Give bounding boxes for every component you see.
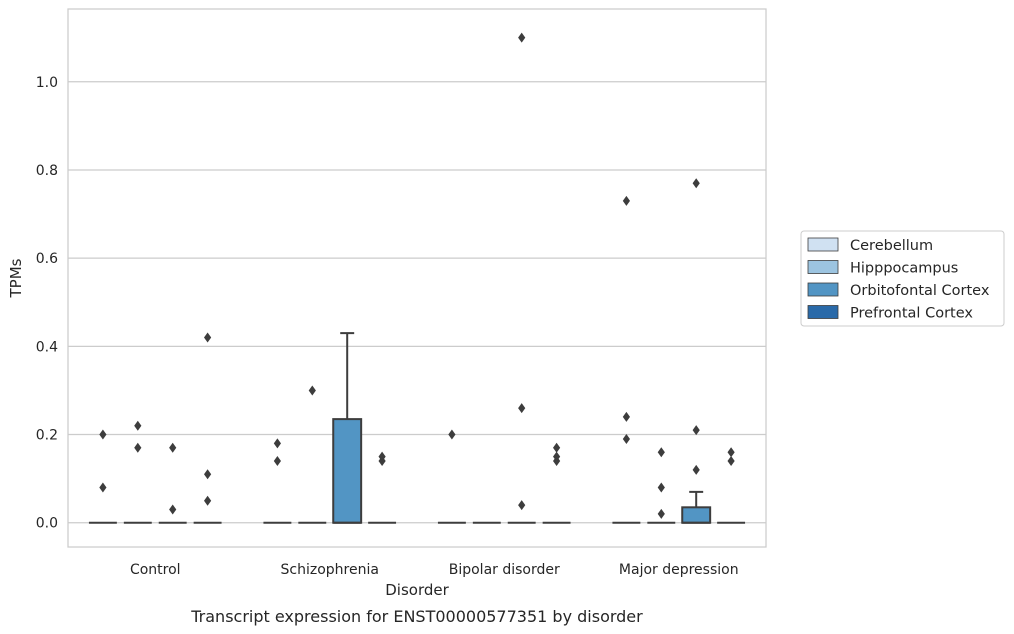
outlier-point — [308, 385, 316, 396]
outlier-point — [692, 178, 700, 189]
outlier-point — [657, 508, 665, 519]
outlier-point — [622, 411, 630, 422]
x-tick-label: Control — [130, 562, 181, 578]
y-tick-label: 1.0 — [36, 75, 58, 91]
legend-swatch — [807, 305, 839, 319]
box-group — [158, 442, 187, 524]
outlier-point — [378, 451, 386, 462]
outlier-point — [553, 442, 561, 453]
box-group — [647, 447, 676, 524]
box-group — [88, 429, 117, 524]
outlier-point — [622, 433, 630, 444]
outlier-point — [448, 429, 456, 440]
outlier-point — [169, 504, 177, 515]
outlier-point — [518, 500, 526, 511]
legend-entry-label: Cerebellum — [850, 238, 933, 254]
box-group — [298, 385, 327, 524]
y-axis-label: TPMs — [7, 258, 25, 298]
outlier-point — [273, 456, 281, 467]
box-group — [263, 438, 292, 524]
legend-swatch — [807, 237, 839, 252]
outlier-point — [553, 451, 561, 462]
box-group — [507, 32, 536, 524]
box-group — [437, 429, 466, 524]
outlier-point — [169, 442, 177, 453]
box-group — [717, 447, 746, 524]
box-group — [193, 332, 222, 524]
outlier-point — [204, 332, 212, 343]
box-body — [681, 506, 712, 524]
legend-entry-label: Orbitofontal Cortex — [850, 283, 990, 299]
outlier-point — [134, 420, 142, 431]
box-group — [123, 420, 152, 524]
box-group — [681, 178, 712, 524]
legend-entry-label: Prefrontal Cortex — [850, 306, 973, 322]
legend-swatch — [807, 282, 839, 297]
x-tick-label: Bipolar disorder — [449, 562, 560, 578]
y-tick-label: 0.8 — [36, 163, 58, 179]
chart-caption: Transcript expression for ENST0000057735… — [190, 607, 643, 626]
x-axis-ticks: Control Schizophrenia Bipolar disorder Majo… — [130, 562, 739, 578]
y-tick-label: 0.0 — [36, 516, 58, 532]
legend-swatch — [807, 260, 839, 274]
box-group — [368, 451, 397, 524]
legend: Cerebellum Hipppocampus Orbitofontal Corte… — [800, 230, 1005, 327]
outlier-point — [657, 447, 665, 458]
outlier-point — [204, 469, 212, 480]
outlier-point — [518, 403, 526, 414]
box-group — [542, 442, 571, 524]
x-tick-label: Schizophrenia — [281, 562, 379, 578]
outlier-point — [692, 464, 700, 475]
legend-frame — [800, 230, 1005, 327]
box-group — [612, 195, 641, 524]
outlier-point — [99, 429, 107, 440]
box-group — [332, 332, 363, 524]
x-tick-label: Major depression — [619, 562, 739, 578]
legend-entry-label: Hipppocampus — [850, 261, 958, 277]
y-tick-label: 0.4 — [36, 339, 58, 355]
outlier-point — [99, 482, 107, 493]
outlier-point — [622, 195, 630, 206]
x-axis-label: Disorder — [385, 581, 449, 599]
box-body — [332, 418, 363, 524]
outlier-point — [273, 438, 281, 449]
outlier-point — [518, 32, 526, 43]
outlier-point — [692, 425, 700, 436]
outlier-point — [134, 442, 142, 453]
y-axis-ticks: 0.0 0.2 0.4 0.6 0.8 1.0 — [36, 75, 58, 532]
y-tick-label: 0.6 — [36, 251, 58, 267]
outlier-point — [727, 456, 735, 467]
boxes — [88, 32, 746, 524]
outlier-point — [727, 447, 735, 458]
plot-area-frame — [67, 8, 767, 548]
outlier-point — [204, 495, 212, 506]
y-tick-label: 0.2 — [36, 428, 58, 444]
outlier-point — [657, 482, 665, 493]
